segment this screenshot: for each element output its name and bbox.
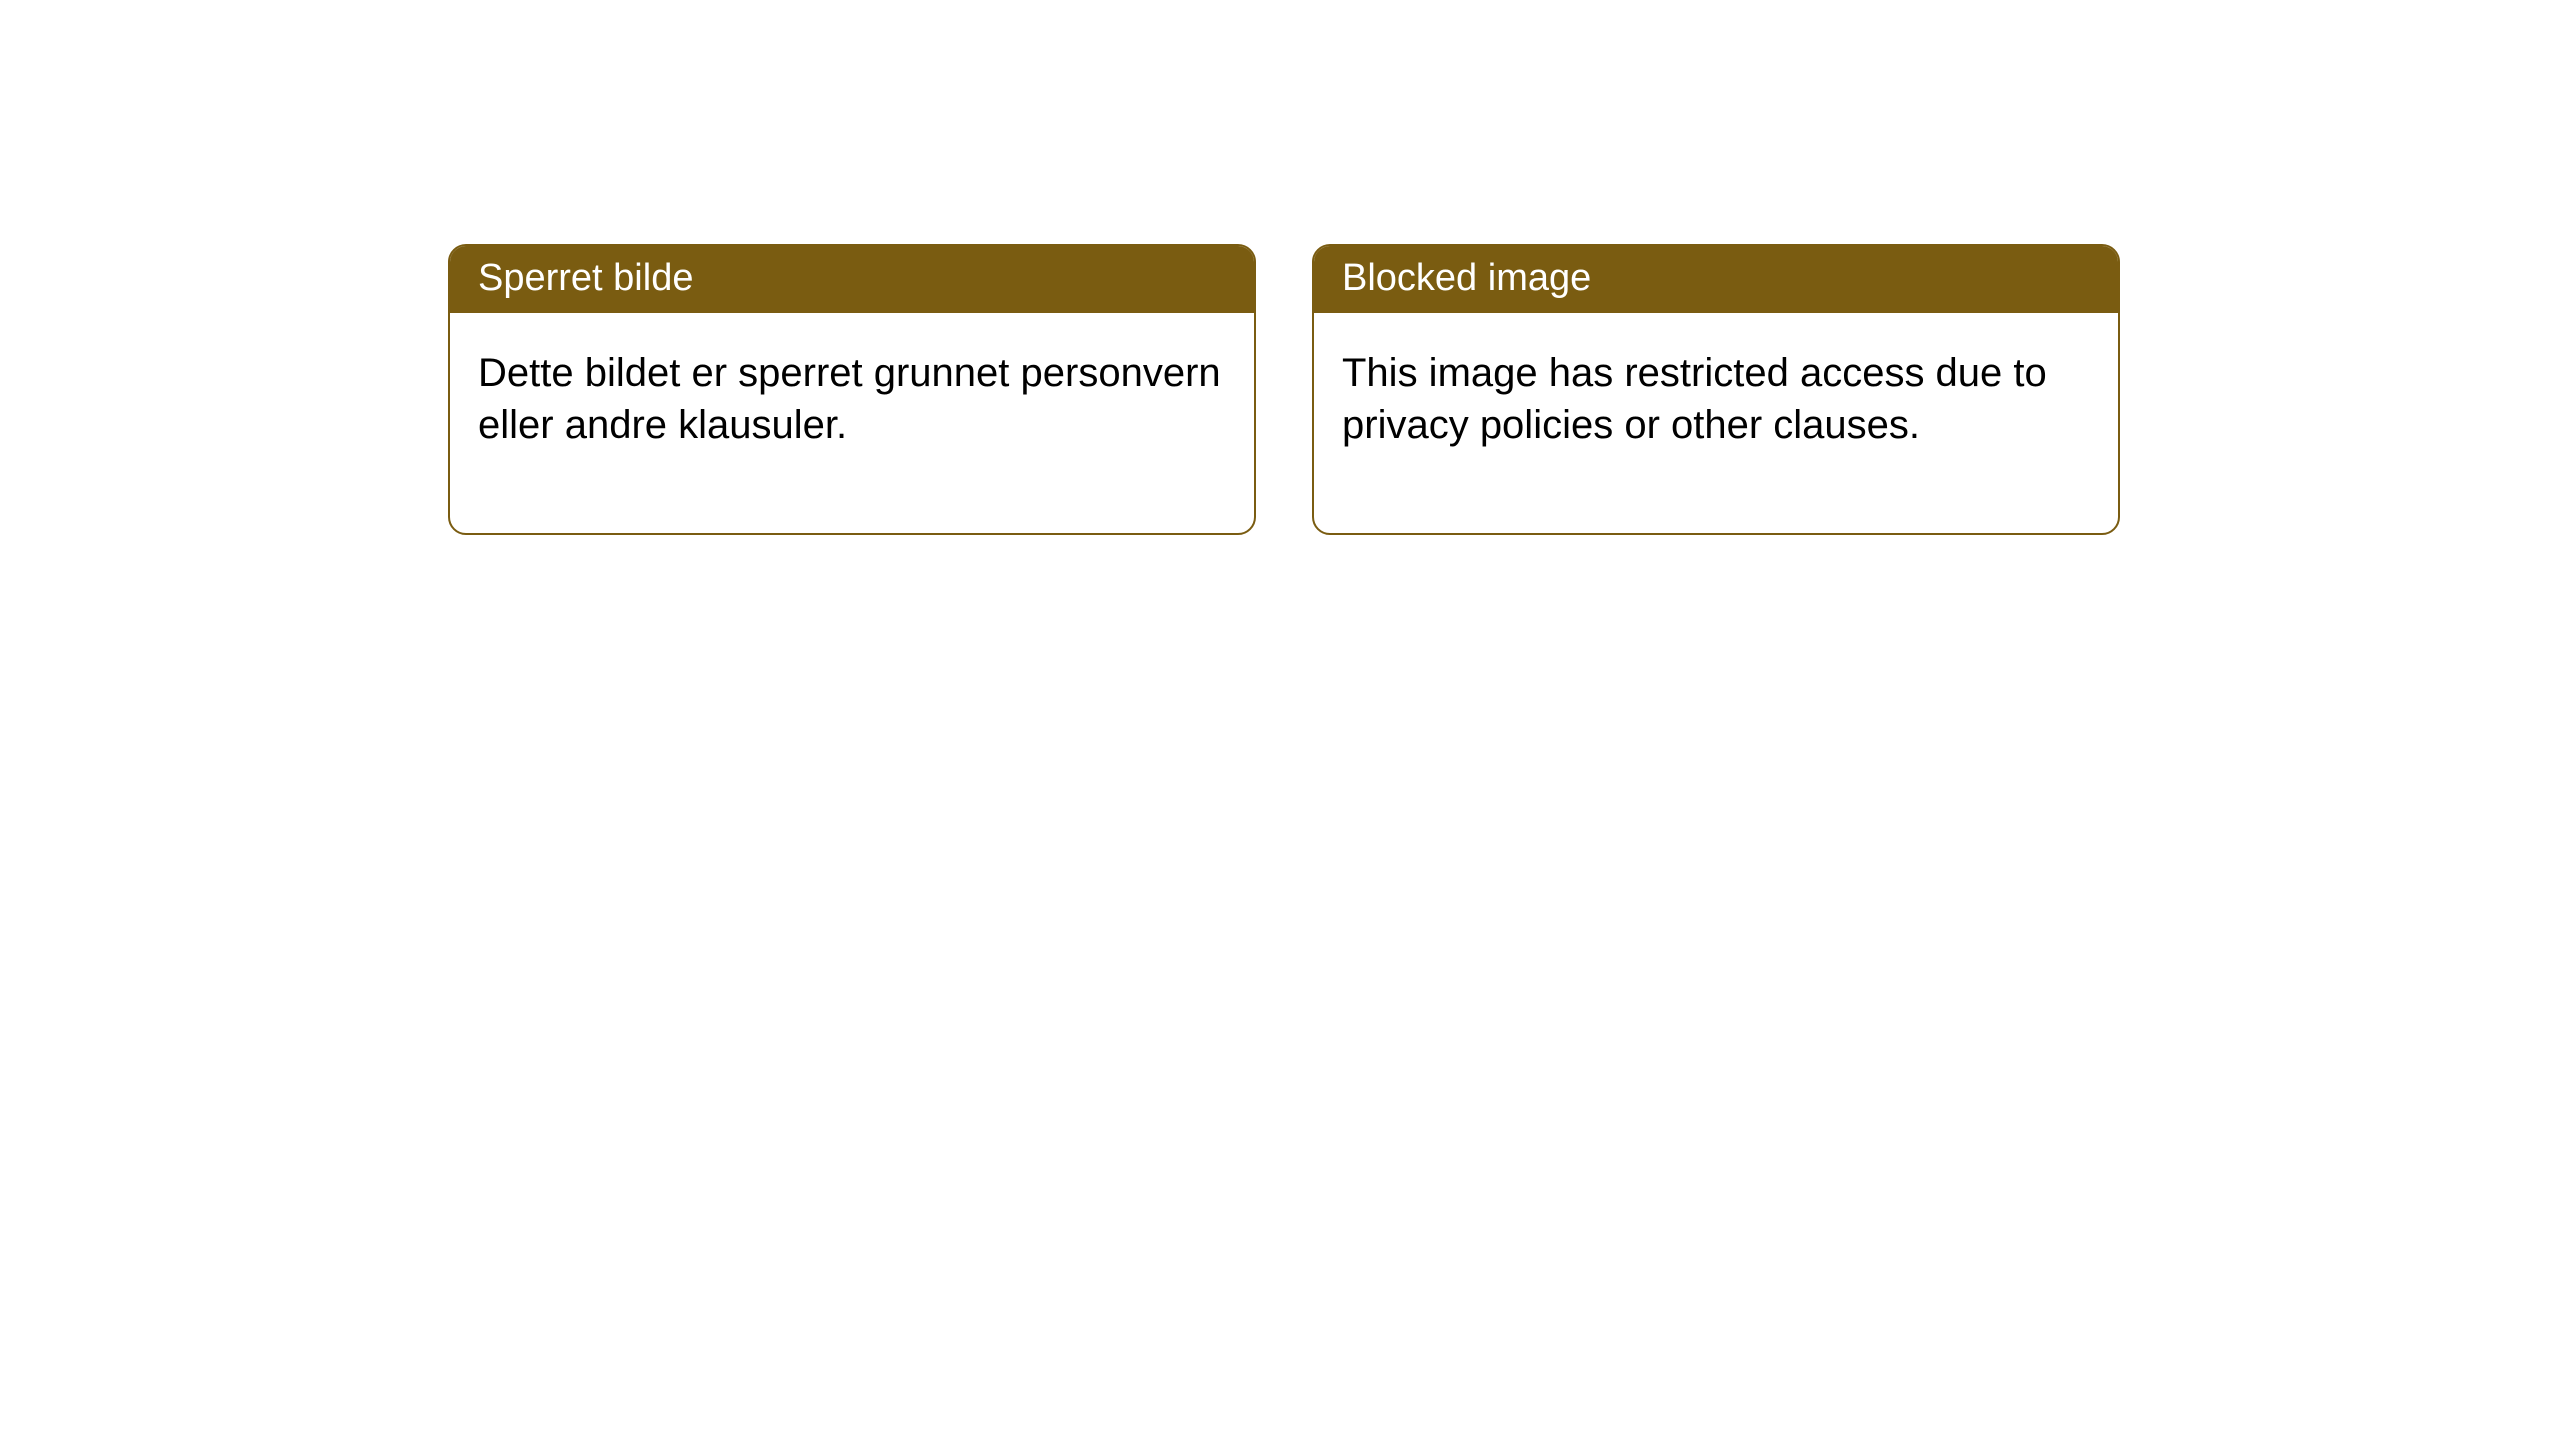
notice-card-english: Blocked image This image has restricted …: [1312, 244, 2120, 535]
notice-title: Blocked image: [1314, 246, 2118, 313]
notice-body: This image has restricted access due to …: [1314, 313, 2118, 533]
notice-body: Dette bildet er sperret grunnet personve…: [450, 313, 1254, 533]
notice-card-norwegian: Sperret bilde Dette bildet er sperret gr…: [448, 244, 1256, 535]
notice-container: Sperret bilde Dette bildet er sperret gr…: [0, 0, 2560, 535]
notice-title: Sperret bilde: [450, 246, 1254, 313]
